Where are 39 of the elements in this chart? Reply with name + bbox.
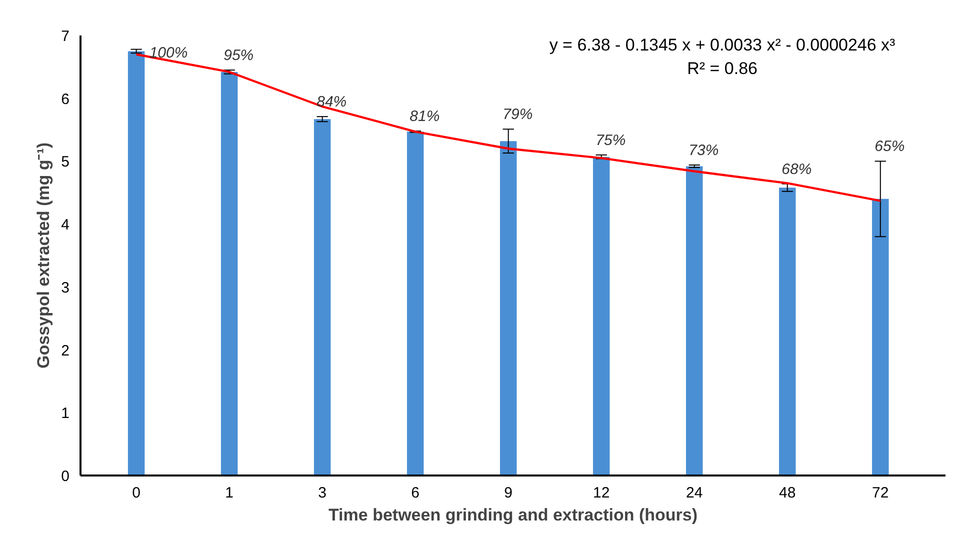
bar (592, 156, 610, 476)
y-tick-label: 7 (61, 28, 70, 45)
annotation: 75% (596, 132, 626, 149)
x-axis-title: Time between grinding and extraction (hours) (328, 506, 698, 524)
annotation: y = 6.38 - 0.1345 x + 0.0033 x² - 0.0000246 x³ (549, 35, 896, 54)
y-tick-label: 3 (61, 279, 70, 296)
x-tick-label: 1 (225, 484, 234, 502)
y-tick-label: 0 (61, 468, 70, 485)
annotation: 100% (149, 44, 188, 62)
x-tick-label: 0 (132, 484, 140, 502)
bar (779, 188, 796, 476)
y-tick-label: 6 (61, 90, 70, 108)
bar (128, 51, 145, 476)
annotation: 81% (410, 108, 440, 126)
x-tick-label: 6 (411, 484, 420, 502)
y-tick-label: 4 (61, 216, 70, 234)
x-tick-label: 72 (872, 484, 889, 502)
annotation: 84% (316, 94, 347, 111)
annotation: 73% (688, 142, 719, 159)
bar (686, 166, 703, 476)
bar (872, 198, 889, 476)
x-tick-label: 48 (779, 484, 796, 502)
annotation: R² = 0.86 (687, 59, 758, 78)
x-tick-label: 24 (686, 484, 703, 502)
annotation: 65% (874, 138, 905, 156)
x-tick-label: 3 (318, 484, 326, 502)
bar (500, 141, 517, 476)
annotation: 79% (502, 106, 533, 124)
y-tick-label: 2 (61, 342, 70, 360)
y-axis-title: Gossypol extracted (mg g⁻¹) (34, 142, 54, 369)
bar (220, 72, 238, 476)
annotation: 95% (224, 47, 254, 64)
annotation: 68% (782, 160, 812, 178)
x-tick-label: 9 (504, 484, 513, 502)
x-tick-label: 12 (593, 484, 610, 502)
y-tick-label: 1 (61, 405, 70, 422)
bar (406, 132, 424, 476)
y-tick-label: 5 (61, 154, 70, 171)
bar (314, 119, 331, 476)
